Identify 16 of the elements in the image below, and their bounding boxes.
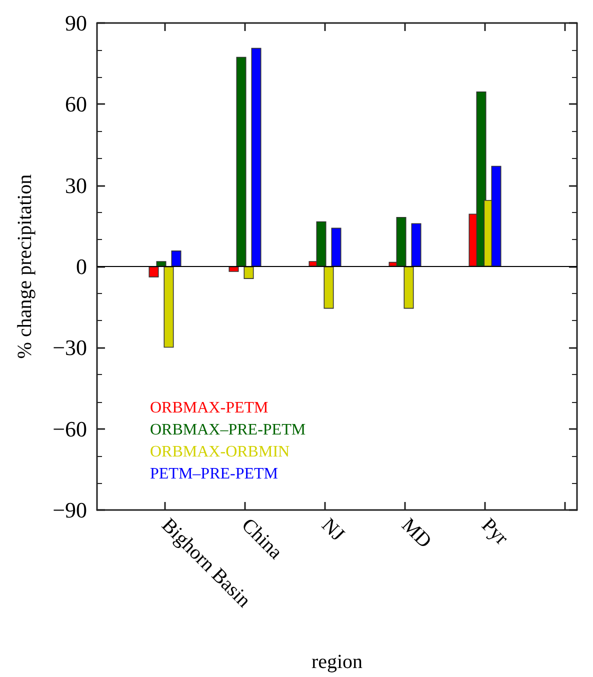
text: ORBMAX-ORBMIN: [150, 444, 290, 460]
y-tick-label: −30: [52, 335, 87, 360]
x-tick-label: MD: [397, 514, 436, 553]
y-tick-label: −90: [52, 498, 87, 522]
text: ORBMAX–PRE-PETM: [150, 422, 306, 438]
text: ORBMAX-PETM: [150, 400, 268, 416]
x-axis-title: region: [311, 651, 363, 673]
y-tick-label: 0: [76, 254, 87, 279]
y-tick-label: 90: [65, 10, 87, 36]
y-tick-label: −60: [52, 416, 87, 442]
y-tick-label: 60: [65, 92, 87, 117]
x-tick-label: Pyr: [477, 514, 513, 550]
text: PETM–PRE-PETM: [150, 466, 278, 482]
y-axis-title: % change precipitation: [14, 174, 36, 359]
x-tick-label: NJ: [317, 514, 349, 546]
y-tick-label: 30: [65, 172, 87, 198]
